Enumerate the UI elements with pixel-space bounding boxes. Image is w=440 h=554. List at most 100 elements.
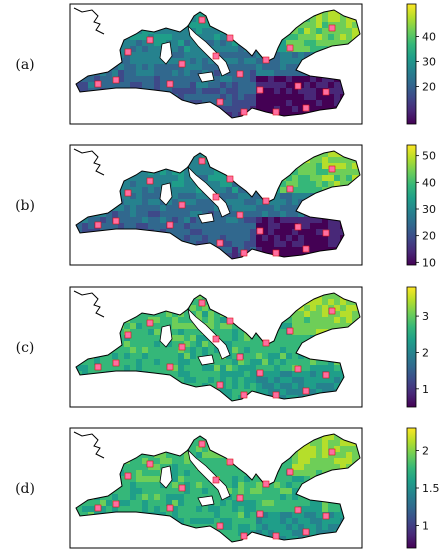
heatmap-cell xyxy=(118,217,125,224)
heatmap-cell xyxy=(208,229,215,236)
heatmap-cell xyxy=(136,470,143,477)
heatmap-cell xyxy=(322,323,329,330)
heatmap-cell xyxy=(190,163,197,170)
heatmap-cell xyxy=(220,34,227,41)
heatmap-cell xyxy=(196,199,203,206)
heatmap-cell xyxy=(118,365,125,372)
heatmap-cell xyxy=(304,476,311,483)
station-marker xyxy=(212,52,220,60)
heatmap-cell xyxy=(298,359,305,366)
heatmap-cell xyxy=(220,500,227,507)
station-marker xyxy=(112,76,120,84)
heatmap-cell xyxy=(142,359,149,366)
heatmap-cell xyxy=(244,518,251,525)
heatmap-cell xyxy=(298,70,305,77)
heatmap-cell xyxy=(178,187,185,194)
heatmap-cell xyxy=(202,163,209,170)
heatmap-cell xyxy=(232,70,239,77)
heatmap-cell xyxy=(334,506,341,513)
heatmap-cell xyxy=(316,371,323,378)
heatmap-cell xyxy=(238,518,245,525)
heatmap-cell xyxy=(160,323,167,330)
heatmap-cell xyxy=(190,16,197,23)
heatmap-cell xyxy=(106,70,113,77)
heatmap-cell xyxy=(250,335,257,342)
heatmap-cell xyxy=(292,476,299,483)
heatmap-cell xyxy=(154,458,161,465)
heatmap-cell xyxy=(214,88,221,95)
heatmap-cell xyxy=(112,365,119,372)
heatmap-cell xyxy=(142,199,149,206)
heatmap-cell xyxy=(256,518,263,525)
heatmap-cell xyxy=(226,335,233,342)
heatmap-cell xyxy=(232,187,239,194)
heatmap-cell xyxy=(304,329,311,336)
heatmap-cell xyxy=(118,488,125,495)
station-marker xyxy=(236,494,244,502)
heatmap-cell xyxy=(340,317,347,324)
station-marker xyxy=(212,476,220,484)
heatmap-cell xyxy=(292,518,299,525)
heatmap-cell xyxy=(220,323,227,330)
heatmap-cell xyxy=(208,488,215,495)
heatmap-cell xyxy=(220,76,227,83)
heatmap-cell xyxy=(226,253,233,259)
station-marker xyxy=(262,197,270,205)
heatmap-cell xyxy=(334,518,341,525)
heatmap-cell xyxy=(214,464,221,471)
heatmap-cell xyxy=(274,482,281,489)
station-marker xyxy=(226,175,234,183)
heatmap-cell xyxy=(274,217,281,224)
heatmap-cell xyxy=(280,530,287,537)
heatmap-cell xyxy=(328,323,335,330)
heatmap-cell xyxy=(304,100,311,107)
heatmap-cell xyxy=(100,82,107,89)
heatmap-cell xyxy=(184,359,191,366)
heatmap-cell xyxy=(160,217,167,224)
heatmap-cell xyxy=(298,106,305,113)
heatmap-cell xyxy=(256,506,263,513)
heatmap-cell xyxy=(208,64,215,71)
heatmap-cell xyxy=(202,347,209,354)
heatmap-cell xyxy=(244,76,251,83)
heatmap-cell xyxy=(262,241,269,248)
heatmap-cell xyxy=(340,440,347,447)
heatmap-cell xyxy=(274,341,281,348)
heatmap-cell xyxy=(322,94,329,101)
heatmap-cell xyxy=(310,34,317,41)
station-marker xyxy=(146,36,154,44)
heatmap-cell xyxy=(178,518,185,525)
heatmap-cell xyxy=(232,106,239,113)
heatmap-cell xyxy=(304,223,311,230)
heatmap-cell xyxy=(196,434,203,441)
heatmap-cell xyxy=(172,34,179,41)
heatmap-cell xyxy=(202,476,209,483)
atlantic-coastline xyxy=(73,148,105,176)
heatmap-cell xyxy=(334,94,341,101)
station-marker xyxy=(294,506,302,514)
heatmap-cell xyxy=(304,52,311,59)
heatmap-cell xyxy=(220,181,227,188)
heatmap-cell xyxy=(196,353,203,360)
heatmap-cell xyxy=(268,106,275,113)
atlantic-coastline xyxy=(73,431,105,459)
heatmap-cell xyxy=(220,458,227,465)
heatmap-cell xyxy=(82,506,89,513)
heatmap-cell xyxy=(178,500,185,507)
heatmap-cell xyxy=(316,82,323,89)
heatmap-cell xyxy=(166,169,173,176)
heatmap-cell xyxy=(256,100,263,107)
heatmap-cell xyxy=(262,94,269,101)
heatmap-cell xyxy=(268,512,275,519)
heatmap-cell xyxy=(226,187,233,194)
heatmap-cell xyxy=(268,235,275,242)
heatmap-cell xyxy=(310,458,317,465)
heatmap-cell xyxy=(160,34,167,41)
heatmap-cell xyxy=(334,383,341,390)
land-mask xyxy=(159,324,173,348)
heatmap-cell xyxy=(232,229,239,236)
heatmap-cell xyxy=(142,482,149,489)
heatmap-cell xyxy=(124,40,131,47)
heatmap-cell xyxy=(220,506,227,513)
heatmap-cell xyxy=(154,365,161,372)
